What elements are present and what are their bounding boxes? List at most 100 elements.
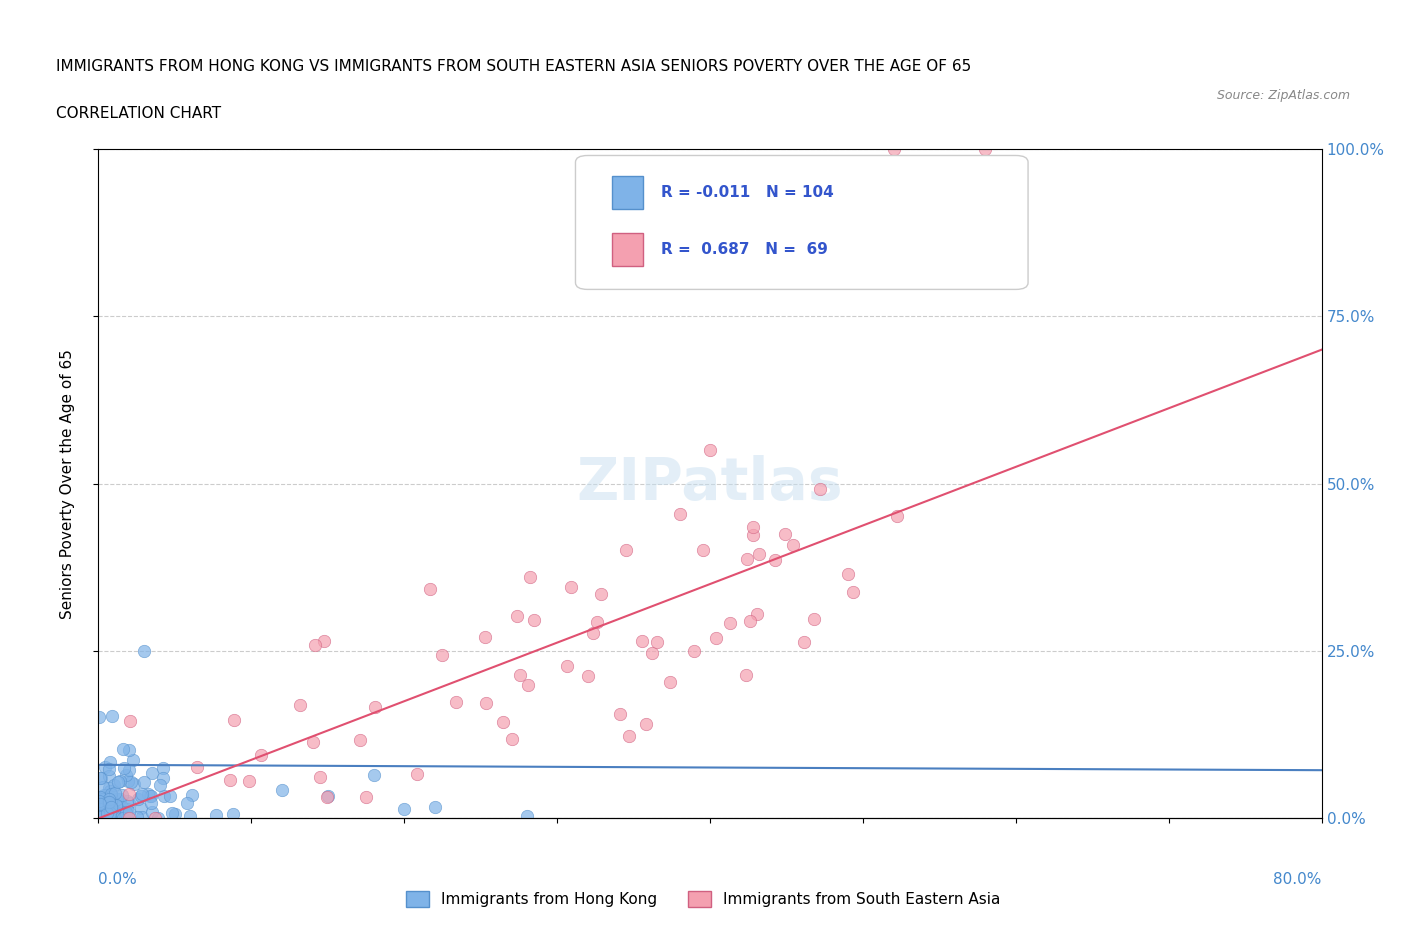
Point	[104, 785, 127, 800]
Point	[98, 783, 121, 798]
Text: ZIPatlas: ZIPatlas	[576, 455, 844, 512]
Point	[502, 732, 524, 747]
Point	[87, 710, 110, 724]
Point	[634, 717, 657, 732]
Point	[364, 699, 387, 714]
Point	[108, 791, 131, 806]
FancyBboxPatch shape	[612, 176, 643, 209]
Point	[111, 741, 134, 756]
Point	[238, 774, 260, 789]
Point	[114, 805, 136, 820]
Point	[89, 770, 111, 785]
Point	[492, 714, 515, 729]
Point	[808, 482, 831, 497]
Point	[118, 795, 141, 810]
Point	[118, 804, 141, 819]
Point	[107, 775, 129, 790]
Text: CORRELATION CHART: CORRELATION CHART	[56, 106, 221, 121]
Point	[91, 790, 114, 804]
Point	[131, 788, 153, 803]
Point	[96, 805, 118, 820]
Point	[110, 808, 132, 823]
Point	[316, 788, 339, 803]
Point	[516, 808, 538, 823]
Point	[152, 770, 174, 785]
Point	[763, 552, 786, 567]
Point	[94, 790, 117, 805]
Point	[89, 790, 111, 804]
Point	[112, 761, 135, 776]
Point	[837, 566, 859, 581]
Point	[392, 802, 416, 817]
Point	[100, 709, 122, 724]
Point	[103, 777, 125, 792]
Point	[735, 551, 758, 566]
Point	[782, 538, 804, 552]
Point	[98, 810, 121, 825]
Point	[555, 658, 578, 673]
Point	[314, 633, 336, 648]
Point	[104, 798, 127, 813]
Point	[146, 811, 169, 826]
Point	[131, 809, 153, 824]
Point	[288, 698, 311, 712]
Point	[90, 770, 112, 785]
Point	[98, 794, 121, 809]
Point	[100, 795, 122, 810]
Point	[132, 775, 155, 790]
Point	[141, 804, 163, 819]
FancyBboxPatch shape	[575, 155, 1028, 289]
Point	[683, 644, 706, 658]
Point	[131, 786, 153, 801]
Point	[309, 769, 332, 784]
Point	[98, 769, 121, 784]
Point	[115, 768, 138, 783]
Point	[159, 789, 181, 804]
Point	[117, 802, 139, 817]
Y-axis label: Seniors Poverty Over the Age of 65: Seniors Poverty Over the Age of 65	[60, 349, 75, 618]
Point	[118, 763, 141, 777]
Point	[97, 794, 120, 809]
Point	[842, 584, 865, 599]
Point	[89, 798, 111, 813]
Point	[692, 542, 714, 557]
Point	[101, 802, 124, 817]
Point	[117, 774, 139, 789]
Point	[741, 519, 763, 534]
Point	[219, 773, 242, 788]
Point	[100, 800, 122, 815]
Point	[704, 631, 727, 645]
Point	[111, 800, 134, 815]
Point	[405, 766, 427, 781]
Point	[153, 789, 176, 804]
Text: R =  0.687   N =  69: R = 0.687 N = 69	[661, 242, 828, 257]
Point	[138, 789, 160, 804]
Point	[93, 779, 115, 794]
Point	[110, 806, 132, 821]
Point	[576, 669, 599, 684]
Point	[139, 789, 162, 804]
Point	[122, 777, 145, 791]
Point	[143, 811, 166, 826]
Point	[115, 805, 138, 820]
Point	[105, 799, 128, 814]
Point	[98, 791, 121, 806]
Text: 80.0%: 80.0%	[1274, 872, 1322, 887]
Point	[748, 546, 770, 561]
Point	[105, 792, 128, 807]
Point	[100, 787, 122, 802]
Point	[974, 141, 997, 156]
Point	[224, 713, 246, 728]
Point	[718, 616, 741, 631]
Point	[582, 626, 605, 641]
Point	[735, 668, 758, 683]
Point	[110, 774, 132, 789]
Point	[118, 811, 141, 826]
Point	[94, 760, 117, 775]
Text: Source: ZipAtlas.com: Source: ZipAtlas.com	[1216, 89, 1350, 102]
Point	[100, 755, 122, 770]
Point	[115, 794, 138, 809]
Point	[446, 695, 468, 710]
Point	[149, 777, 172, 792]
Point	[658, 674, 681, 689]
